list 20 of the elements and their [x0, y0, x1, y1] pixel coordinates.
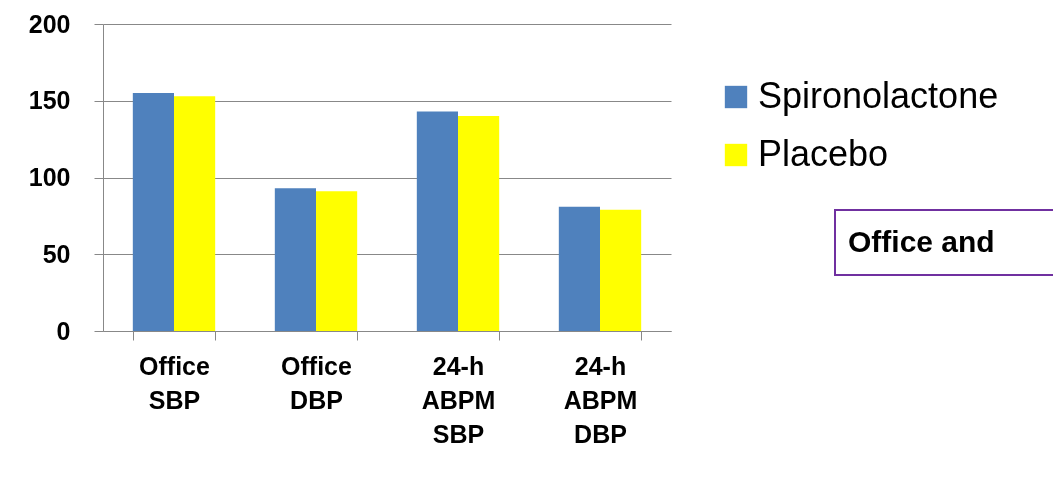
x-tick-label: 24-h ABPM SBP	[421, 351, 496, 448]
y-tick-label: 50	[42, 239, 71, 268]
bar	[600, 209, 642, 331]
bar	[132, 93, 174, 331]
bar	[416, 111, 458, 331]
y-tick-label: 100	[28, 163, 71, 191]
y-tick-label: 150	[28, 86, 71, 115]
bar	[458, 116, 500, 331]
legend-label: Spironolactone	[758, 75, 999, 116]
bar	[174, 96, 216, 331]
bar	[558, 206, 600, 331]
y-tick-label: 200	[28, 9, 71, 38]
x-tick-label: 24-h ABPM DBP	[563, 351, 638, 448]
legend-label: Placebo	[758, 133, 889, 174]
bar	[274, 188, 316, 331]
x-tick-label: Office SBP	[139, 351, 211, 414]
x-tick-label: Office DBP	[281, 351, 353, 414]
bar	[316, 191, 358, 331]
text: Office and	[848, 225, 995, 258]
y-tick-label: 0	[56, 316, 71, 345]
